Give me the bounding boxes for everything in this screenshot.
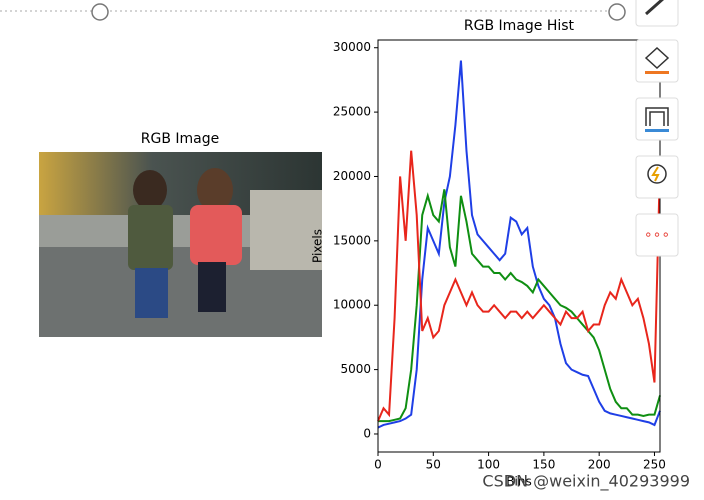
photo bbox=[39, 152, 322, 337]
y-tick-label: 10000 bbox=[333, 298, 371, 312]
resize-handle[interactable] bbox=[608, 3, 626, 21]
x-tick-label: 250 bbox=[643, 458, 666, 472]
image-title: RGB Image bbox=[141, 131, 219, 147]
watermark: CSDN @weixin_40293999 bbox=[482, 472, 690, 492]
x-tick-label: 0 bbox=[374, 458, 382, 472]
y-tick-label: 20000 bbox=[333, 169, 371, 183]
fill-color bbox=[645, 71, 669, 74]
y-tick-label: 0 bbox=[363, 426, 371, 440]
y-tick-label: 5000 bbox=[340, 362, 371, 376]
resize-handle[interactable] bbox=[91, 3, 109, 21]
brush-icon bbox=[645, 0, 665, 16]
y-tick-label: 25000 bbox=[333, 105, 371, 119]
x-axis-label: Bins bbox=[506, 475, 531, 489]
bolt-icon bbox=[651, 166, 660, 182]
y-tick-label: 15000 bbox=[333, 233, 371, 247]
series-line bbox=[377, 60, 661, 429]
fill-icon bbox=[644, 46, 670, 70]
tool-button[interactable] bbox=[635, 97, 679, 141]
y-axis-label: Pixels bbox=[311, 229, 325, 263]
series-line bbox=[378, 189, 661, 423]
x-tick-label: 150 bbox=[532, 458, 555, 472]
histogram: RGB Image Hist Bins Pixels 0 5000 10000 150… bbox=[311, 18, 666, 489]
series-line bbox=[377, 150, 661, 422]
border-icon bbox=[645, 107, 669, 126]
tool-button[interactable] bbox=[635, 0, 679, 27]
bulb-icon bbox=[647, 164, 667, 184]
tool-button[interactable] bbox=[635, 39, 679, 83]
x-tick-label: 100 bbox=[477, 458, 500, 472]
x-tick-label: 50 bbox=[426, 458, 441, 472]
tool-button[interactable] bbox=[635, 213, 679, 257]
more-icon: ∘∘∘ bbox=[644, 227, 670, 243]
y-tick-label: 30000 bbox=[333, 40, 371, 54]
toolbar: ∘∘∘ bbox=[635, 0, 679, 257]
chart-title: RGB Image Hist bbox=[464, 18, 575, 34]
border-color bbox=[645, 129, 669, 132]
x-tick-label: 200 bbox=[588, 458, 611, 472]
